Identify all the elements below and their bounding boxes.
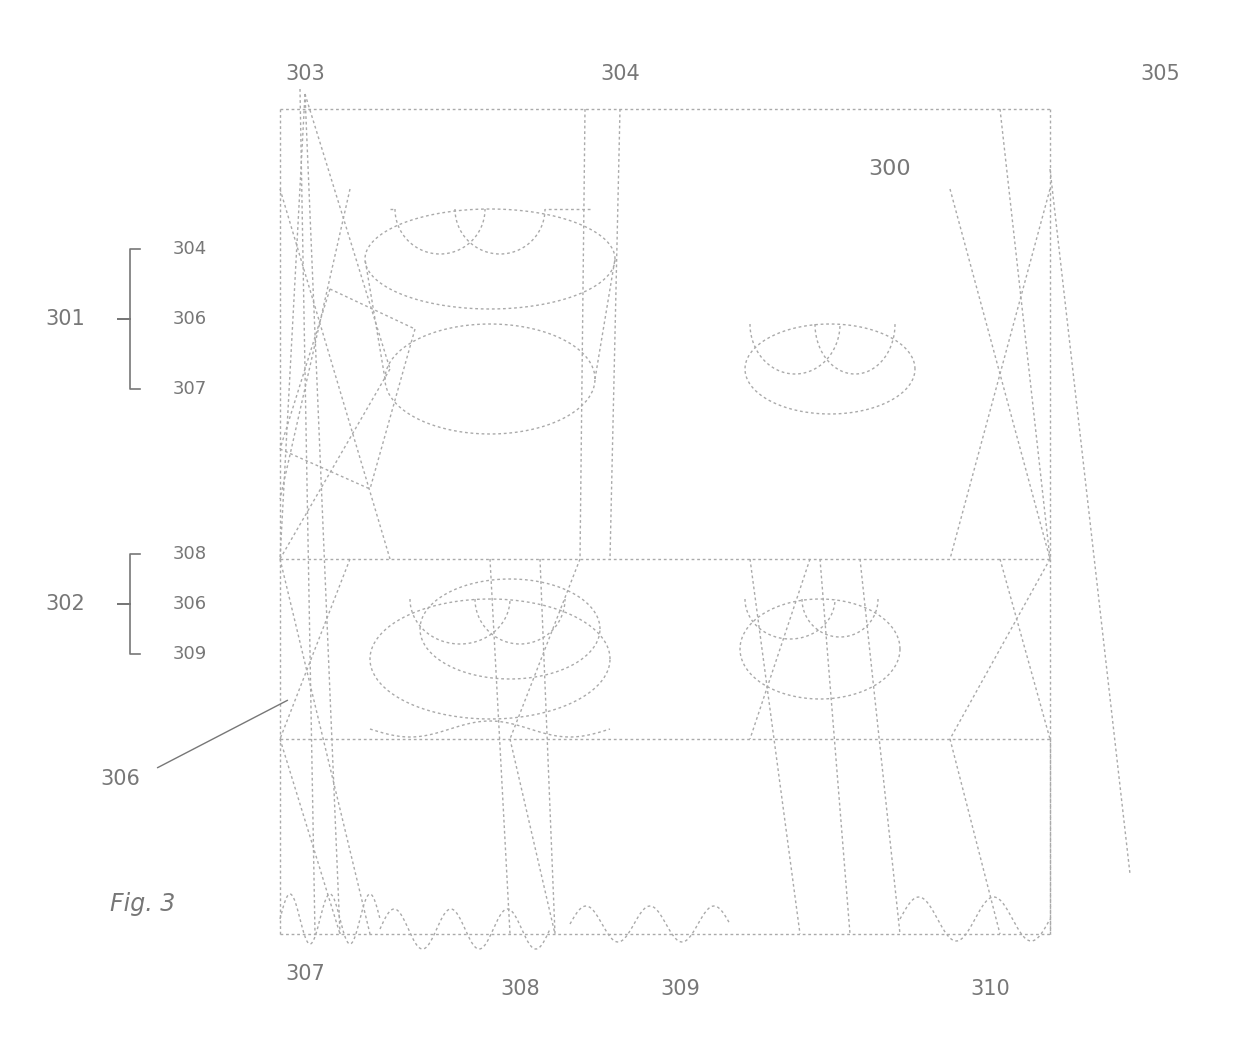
Text: 304: 304 — [172, 240, 207, 258]
Text: 300: 300 — [869, 159, 911, 179]
Text: 301: 301 — [45, 309, 84, 329]
Text: 309: 309 — [172, 645, 207, 663]
Text: 308: 308 — [172, 545, 207, 563]
Text: 302: 302 — [45, 594, 84, 614]
Text: 305: 305 — [1140, 64, 1180, 84]
Text: 304: 304 — [600, 64, 640, 84]
Text: 309: 309 — [660, 979, 699, 999]
Text: 303: 303 — [285, 64, 325, 84]
Text: 310: 310 — [970, 979, 1009, 999]
Text: 306: 306 — [172, 595, 207, 613]
Text: 306: 306 — [100, 769, 140, 789]
Text: 308: 308 — [500, 979, 539, 999]
Text: 307: 307 — [285, 964, 325, 984]
Text: 306: 306 — [172, 311, 207, 328]
Text: Fig. 3: Fig. 3 — [110, 892, 175, 916]
Text: 307: 307 — [172, 380, 207, 398]
